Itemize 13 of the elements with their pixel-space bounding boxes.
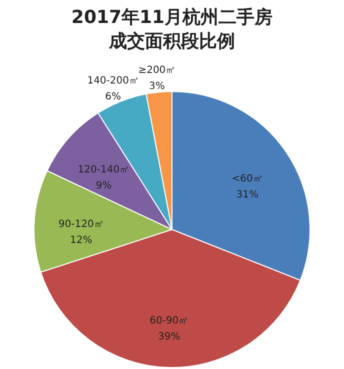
chart-title: 2017年11月杭州二手房成交面积段比例 [71, 7, 273, 52]
slice-label: 60-90㎡ [150, 316, 189, 327]
slice-label: 140-200㎡ [87, 76, 139, 87]
data-label: 9% [96, 180, 112, 192]
data-label: 6% [105, 92, 122, 103]
slice-label: <60㎡ [232, 173, 263, 184]
data-label: 39% [158, 332, 180, 343]
slice-label: 120-140㎡ [78, 164, 130, 176]
slice-label: ≥200㎡ [138, 65, 176, 76]
data-label: 31% [236, 189, 258, 200]
data-label: 3% [149, 81, 165, 92]
data-label: 12% [70, 234, 92, 246]
slice-label: 90-120㎡ [58, 218, 104, 230]
